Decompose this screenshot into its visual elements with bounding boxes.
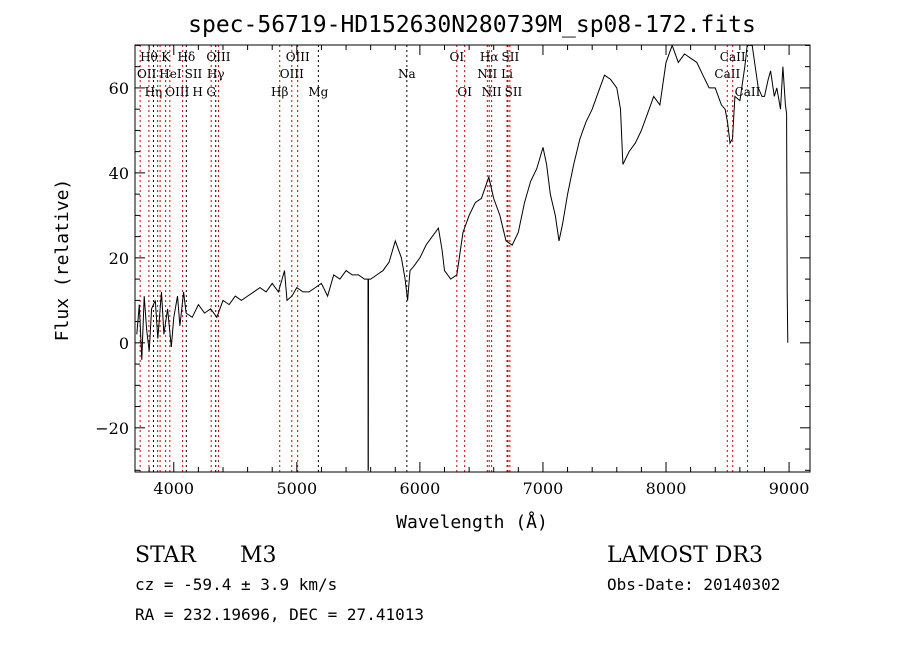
x-tick-label: 6000 — [400, 479, 441, 498]
line-label: SII — [505, 85, 523, 99]
spectrum-series — [136, 45, 789, 471]
line-label: Hβ — [271, 85, 288, 99]
line-label: Mg — [308, 85, 328, 99]
y-axis-label: Flux (relative) — [52, 179, 73, 342]
subclass: M3 — [240, 543, 277, 568]
x-tick-label: 4000 — [153, 479, 194, 498]
x-tick-label: 8000 — [646, 479, 687, 498]
object-class: STAR — [135, 543, 197, 568]
spectral-line-markers: OIIHθOIIIHηHeIKHSIIHδGHγOIIIHβOIIIOIIIMg… — [137, 45, 761, 472]
y-tick-label: 60 — [109, 79, 129, 98]
line-label: CaII — [735, 85, 761, 99]
x-tick-label: 7000 — [523, 479, 564, 498]
line-label: OIII — [206, 50, 230, 64]
coordinates: RA = 232.19696, DEC = 27.41013 — [135, 605, 424, 624]
line-label: Hη — [145, 85, 163, 99]
y-tick-label: 0 — [119, 334, 129, 353]
line-label: OIII — [280, 67, 304, 81]
spectrum-line — [136, 45, 789, 471]
line-label: Hθ — [140, 50, 158, 64]
line-label: Na — [398, 67, 416, 81]
line-label: OIII — [286, 50, 310, 64]
obs-date: Obs-Date: 20140302 — [607, 575, 780, 594]
line-label: NII — [477, 67, 497, 81]
x-tick-label: 9000 — [769, 479, 810, 498]
axes: 4000 5000 6000 7000 8000 9000 −20 0 20 40 60 — [95, 44, 811, 498]
line-label: NII — [482, 85, 502, 99]
line-label: Hα — [480, 50, 499, 64]
line-label: CaII — [720, 50, 746, 64]
line-label: H — [192, 85, 202, 99]
line-label: OII — [137, 67, 157, 81]
y-tick-label: 20 — [109, 249, 129, 268]
line-label: SII — [502, 50, 520, 64]
survey-name: LAMOST DR3 — [607, 543, 763, 568]
line-label: K — [161, 50, 171, 64]
line-label: Hγ — [207, 67, 225, 81]
redshift-cz: cz = -59.4 ± 3.9 km/s — [135, 575, 337, 594]
y-tick-label: 40 — [109, 164, 129, 183]
x-axis-label: Wavelength (Å) — [396, 511, 548, 533]
x-tick-label: 5000 — [276, 479, 317, 498]
y-tick-label: −20 — [95, 419, 129, 438]
line-label: OI — [457, 85, 472, 99]
line-label: OIII — [165, 85, 189, 99]
line-label: Hδ — [178, 50, 196, 64]
line-label: SII — [185, 67, 203, 81]
line-label: HeI — [159, 67, 182, 81]
line-label: CaII — [714, 67, 740, 81]
line-label: G — [206, 85, 216, 99]
plot-frame — [134, 44, 811, 473]
line-label: OI — [450, 50, 465, 64]
line-label: Li — [501, 67, 513, 81]
chart-title: spec-56719-HD152630N280739M_sp08-172.fit… — [188, 12, 756, 38]
